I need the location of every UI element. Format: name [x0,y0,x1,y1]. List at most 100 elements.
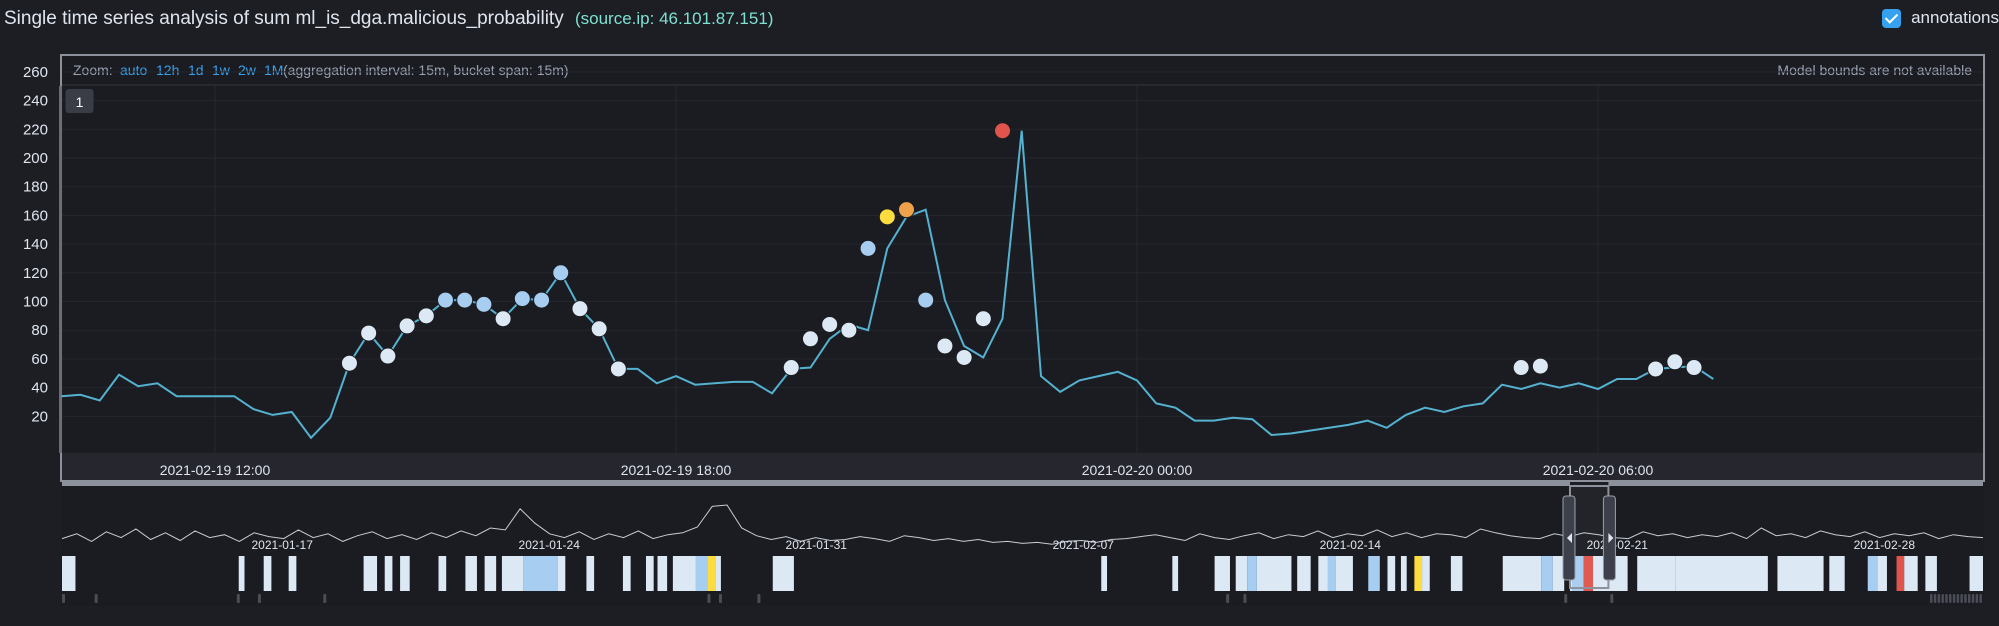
context-band-low [1450,556,1463,591]
scroll-tick [1945,594,1948,603]
y-tick-label: 200 [23,150,48,167]
context-brush[interactable] [62,482,1983,589]
zoom-option-1w[interactable]: 1w [212,62,231,78]
y-tick-label: 100 [23,294,48,311]
scroll-tick [757,594,761,603]
brush-selection[interactable] [1568,485,1610,589]
context-x-tick-label: 2021-02-28 [1854,538,1916,552]
anomaly-marker-warning[interactable] [859,239,877,257]
anomaly-marker-warning[interactable] [437,291,454,309]
context-band-low [1172,556,1179,591]
grid [62,71,1983,453]
context-band-critical [1896,556,1905,591]
annotation-marker[interactable] [65,89,94,113]
anomaly-marker-warning[interactable] [552,264,570,282]
anomaly-marker-low[interactable] [1512,359,1530,377]
scroll-tick [1930,594,1933,603]
metric-line [61,130,1714,440]
context-band-warning [1327,556,1336,591]
y-tick-label: 80 [31,322,48,339]
anomaly-marker-low[interactable] [840,321,858,339]
context-band-low [400,556,410,591]
anomaly-marker-low[interactable] [936,337,954,355]
x-axis: 2021-02-19 12:00 2021-02-19 18:00 2021-02-… [160,462,1654,478]
context-band-low [1904,556,1918,591]
chevron-left-icon [1566,533,1572,543]
context-band-warning [1541,556,1553,591]
anomaly-marker-low[interactable] [1666,353,1684,371]
x-tick-label: 2021-02-19 12:00 [160,462,271,478]
anomaly-marker-low[interactable] [1531,357,1549,375]
context-band-low [384,556,393,591]
context-band-low [1777,556,1824,591]
y-tick-label: 220 [23,121,48,138]
anomaly-marker-low[interactable] [340,354,358,372]
anomaly-marker-low[interactable] [360,324,378,342]
annotations-toggle[interactable]: annotations [1882,8,1999,28]
anomaly-marker-low[interactable] [398,317,416,335]
zoom-option-2w[interactable]: 2w [238,62,257,78]
anomaly-marker-warning[interactable] [533,291,551,309]
context-band-low [1969,556,1983,591]
anomaly-marker-low[interactable] [1685,359,1703,377]
x-tick-label: 2021-02-19 18:00 [621,462,732,478]
focus-chart-frame [60,54,1985,482]
context-band-low [1662,556,1676,591]
anomaly-marker-low[interactable] [1647,360,1665,378]
scroll-tick [1960,594,1963,603]
context-band-low [1400,556,1407,591]
annotations-label: annotations [1911,8,1999,27]
zoom-option-1d[interactable]: 1d [188,62,204,78]
anomaly-marker-minor[interactable] [878,208,896,226]
context-band-low [1297,556,1311,591]
anomaly-marker-low[interactable] [821,315,839,333]
scroll-tick [1949,594,1952,603]
anomaly-marker-low[interactable] [955,348,973,366]
anomaly-marker-low[interactable] [590,320,608,338]
scroll-tick [1968,594,1971,603]
anomaly-marker-low[interactable] [801,330,819,348]
anomaly-marker-low[interactable] [782,359,800,377]
anomaly-marker-warning[interactable] [456,291,474,309]
scroll-tick [718,594,722,603]
y-tick-label: 40 [31,380,48,397]
context-severity-swimlane [62,556,1983,591]
chevron-right-icon [1608,533,1614,543]
context-band-low [1502,556,1542,591]
context-band-low [263,556,272,591]
anomaly-marker-low[interactable] [609,360,627,378]
anomaly-marker-major[interactable] [898,201,915,219]
zoom-option-1m[interactable]: 1M [264,62,283,78]
x-tick-label: 2021-02-20 06:00 [1543,462,1654,478]
brush-connector-right [1608,482,1983,486]
zoom-option-auto[interactable]: auto [120,62,147,78]
anomaly-marker-low[interactable] [379,347,397,365]
context-band-low [1256,556,1292,591]
context-band-warning [1368,556,1380,591]
context-band-critical [1583,556,1594,591]
context-x-axis: 2021-01-17 2021-01-24 2021-01-31 2021-02-07… [252,538,1916,552]
anomaly-marker-low[interactable] [571,300,589,318]
context-band-low [1318,556,1328,591]
context-scroll-ticks [62,594,1982,603]
entity-label: (source.ip: 46.101.87.151) [574,9,774,28]
anomaly-marker-low[interactable] [974,310,992,328]
anomaly-marker-warning[interactable] [475,295,493,313]
anomaly-marker-warning[interactable] [513,290,531,308]
context-band-low [772,556,794,591]
anomaly-marker-critical[interactable] [994,122,1012,140]
scroll-tick [1610,594,1614,603]
context-band-low [672,556,696,591]
y-tick-label: 240 [23,93,48,110]
x-tick-label: 2021-02-20 00:00 [1082,462,1193,478]
anomaly-marker-warning[interactable] [917,291,935,309]
anomaly-marker-low[interactable] [494,310,512,328]
anomaly-marker-low[interactable] [417,307,435,325]
context-band-low [1877,556,1887,591]
context-band-low [288,556,297,591]
annotations-checkbox[interactable] [1882,8,1902,28]
context-band-low [1214,556,1230,591]
context-band-low [557,556,566,591]
zoom-option-12h[interactable]: 12h [156,62,179,78]
